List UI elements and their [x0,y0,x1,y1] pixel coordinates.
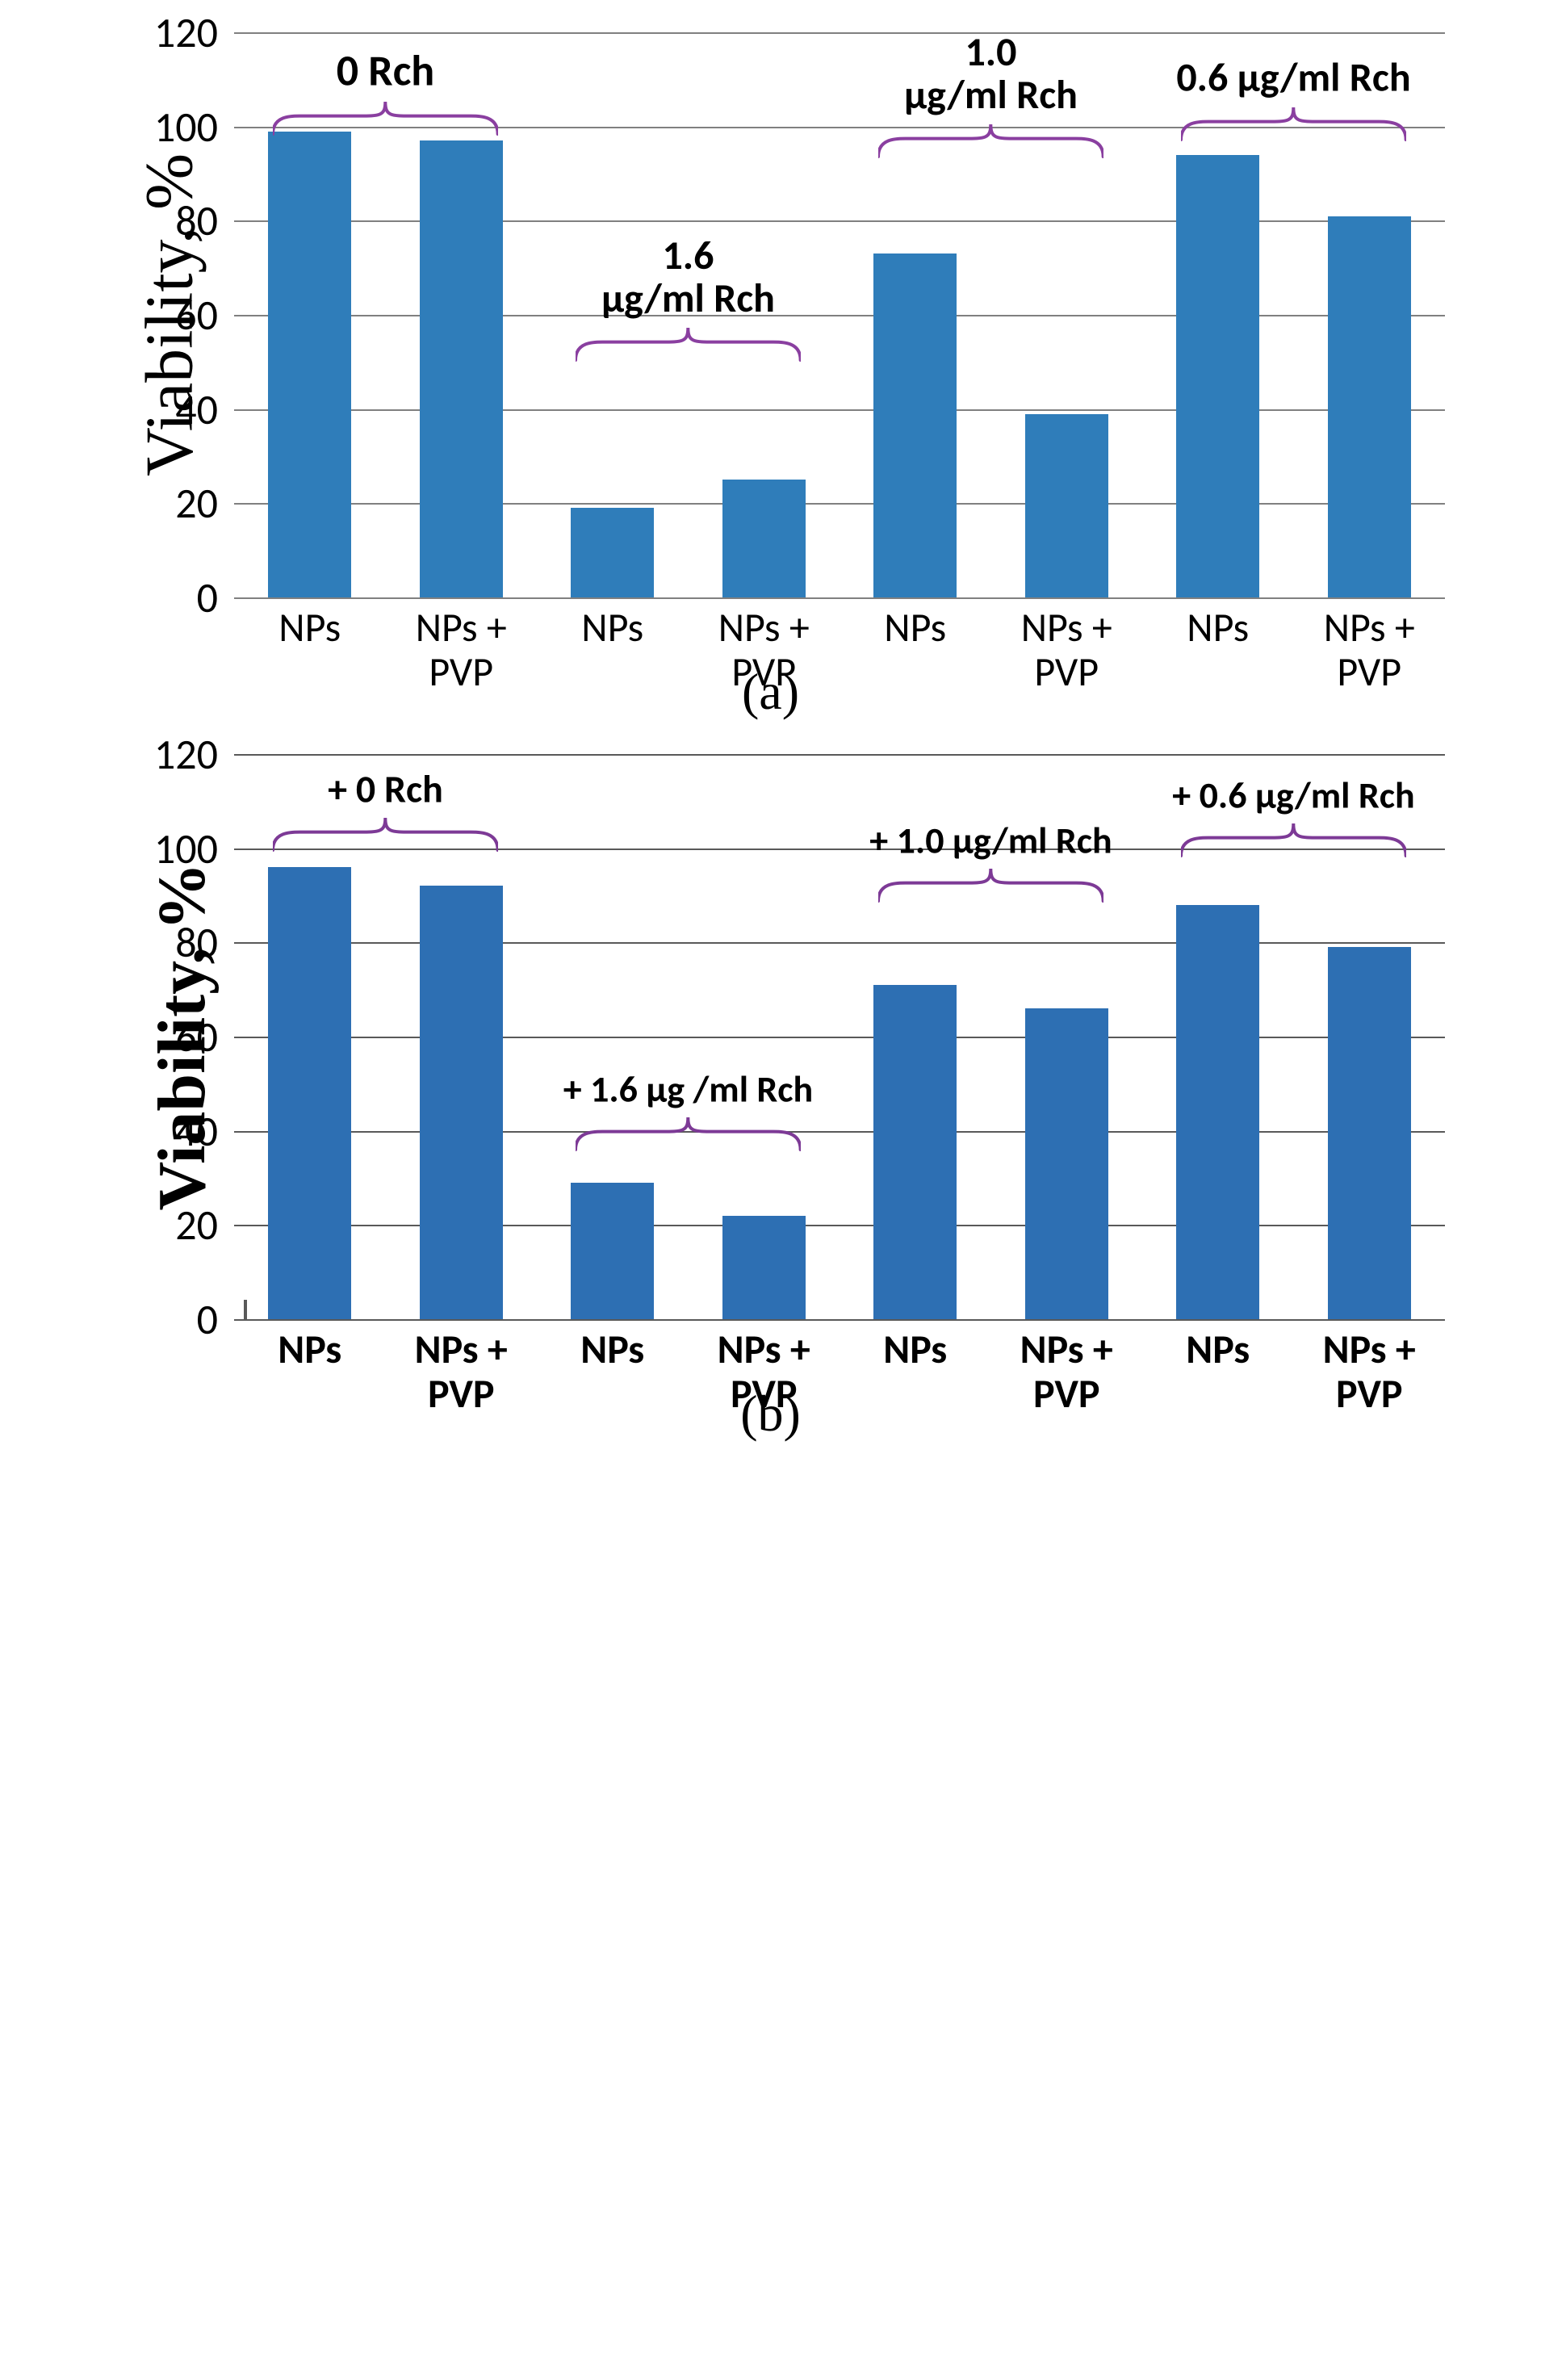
panel-a-xcat: NPs [884,597,946,650]
panel-b-group-brace [576,1114,801,1153]
panel-b-bar [1328,947,1411,1319]
panel-b-gridline [234,754,1445,756]
panel-b-ytick: 80 [175,916,218,968]
panel-a-group-label: 0.6 μg/ml Rch [1176,57,1410,100]
panel-a-xcat: NPs [278,597,341,650]
panel-b-group-brace [273,815,498,853]
panel-b-group-label: + 0.6 μg/ml Rch [1172,777,1414,815]
panel-a-group-label: 1.0 μg/ml Rch [904,31,1078,116]
panel-b-group-label: + 1.0 μg/ml Rch [869,822,1112,861]
panel-b-xcat: NPs + PVP [415,1319,508,1416]
panel-a-group-brace [576,325,801,363]
panel-a-ytick: 100 [154,101,218,153]
panel-b-gridline [234,1225,1445,1226]
panel-a-bar [268,132,351,598]
panel-a-group-brace [1181,104,1406,143]
panel-b-ytick: 0 [197,1293,218,1345]
panel-b-bar [420,886,503,1319]
panel-b-gridline [234,942,1445,944]
panel-b-ytick: 60 [175,1011,218,1062]
panel-b-gridline [234,1131,1445,1133]
panel-b-chart: 020406080100120NPsNPs + PVPNPsNPs + PVPN… [234,754,1444,1319]
panel-a-ytick: 40 [175,383,218,435]
figure-page: Viability, % 020406080100120NPsNPs + PVP… [0,0,1541,1540]
panel-b-xcat: NPs + PVP [1323,1319,1416,1416]
panel-b-xcat: NPs [1186,1319,1250,1372]
panel-a-gridline [234,503,1445,505]
panel-b-xcat: NPs [278,1319,341,1372]
panel-b: Viability, % 020406080100120NPsNPs + PVP… [97,754,1444,1319]
panel-b-bar [873,985,957,1319]
panel-a-gridline [234,315,1445,316]
panel-a-xcat: NPs + PVP [416,597,507,694]
panel-a-xcat: NPs + PVP [1021,597,1112,694]
panel-a-xcat: NPs [1187,597,1249,650]
panel-a-ytick: 20 [175,477,218,529]
panel-b-bar [722,1216,806,1319]
panel-a-ytick: 120 [154,6,218,58]
panel-b-bar [268,867,351,1319]
panel-b-xcat: NPs [883,1319,947,1372]
panel-b-baseline-tick [244,1300,247,1321]
panel-a-xcat: NPs [581,597,643,650]
panel-b-ytick: 120 [154,728,218,780]
panel-a-xcat: NPs + PVP [718,597,810,694]
panel-b-gridline [234,1037,1445,1038]
panel-b-xcat: NPs + PVP [1020,1319,1113,1416]
panel-b-ytick: 100 [154,823,218,874]
panel-a-bar [1176,155,1259,597]
panel-b-group-label: + 0 Rch [328,769,443,810]
panel-a-ytick: 60 [175,289,218,341]
panel-a-bar [420,140,503,597]
panel-a-bar [1025,414,1108,598]
panel-a-ytick: 80 [175,195,218,246]
panel-b-xcat: NPs + PVP [718,1319,810,1416]
panel-a-bar [1328,216,1411,598]
panel-a-gridline [234,220,1445,222]
panel-a-bar [571,508,654,597]
panel-a-xcat: NPs + PVP [1324,597,1415,694]
panel-b-plot-area: 020406080100120NPsNPs + PVPNPsNPs + PVPN… [234,754,1445,1319]
panel-b-bar [571,1183,654,1319]
panel-a-ytick: 0 [197,572,218,623]
panel-b-group-brace [1181,820,1406,859]
panel-b-xcat: NPs [580,1319,644,1372]
panel-b-group-brace [878,865,1103,904]
panel-a: Viability, % 020406080100120NPsNPs + PVP… [97,32,1444,597]
panel-b-bar [1176,905,1259,1319]
panel-a-group-label: 0 Rch [337,48,435,94]
panel-a-plot-area: 020406080100120NPsNPs + PVPNPsNPs + PVPN… [234,32,1445,597]
panel-a-group-brace [273,98,498,137]
panel-a-chart: 020406080100120NPsNPs + PVPNPsNPs + PVPN… [234,32,1444,597]
panel-a-bar [722,480,806,597]
panel-b-group-label: + 1.6 μg /ml Rch [563,1071,813,1109]
panel-b-ytick: 40 [175,1105,218,1157]
panel-a-group-label: 1.6 μg/ml Rch [601,235,775,320]
panel-b-ytick: 20 [175,1199,218,1251]
panel-a-bar [873,254,957,597]
panel-b-bar [1025,1008,1108,1319]
panel-a-gridline [234,32,1445,34]
panel-a-gridline [234,409,1445,411]
panel-a-group-brace [878,121,1103,160]
